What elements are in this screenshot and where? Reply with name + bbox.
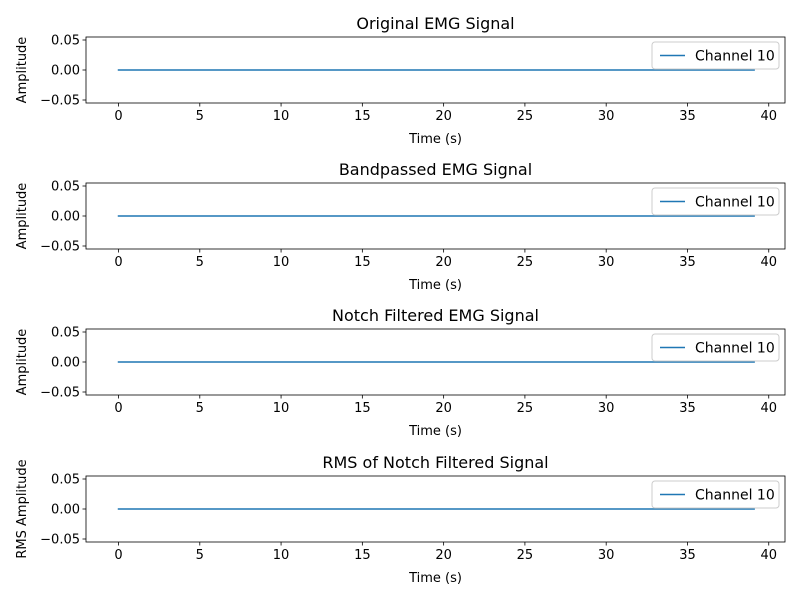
y-tick-label: −0.05 <box>40 94 80 109</box>
x-axis-label: Time (s) <box>408 132 462 147</box>
x-tick-label: 20 <box>435 548 452 563</box>
x-tick-label: 15 <box>354 548 371 563</box>
x-axis-label: Time (s) <box>408 571 462 586</box>
y-tick-label: 0.00 <box>51 64 80 79</box>
y-tick-label: −0.05 <box>40 386 80 401</box>
x-tick-label: 10 <box>273 401 290 416</box>
x-tick-label: 15 <box>354 109 371 124</box>
x-tick-label: 0 <box>114 401 122 416</box>
x-tick-label: 25 <box>517 255 534 270</box>
x-tick-label: 30 <box>598 109 615 124</box>
x-tick-label: 25 <box>517 109 534 124</box>
y-axis-label: Amplitude <box>15 183 30 250</box>
chart-panel-3: Notch Filtered EMG Signal 0 5 10 15 20 25 30 35 4… <box>15 306 786 439</box>
legend-label: Channel 10 <box>695 195 775 211</box>
legend: Channel 10 <box>651 480 780 509</box>
x-axis-label: Time (s) <box>408 424 462 439</box>
x-tick-label: 0 <box>114 109 122 124</box>
chart-panel-1: Original EMG Signal 0 5 10 15 20 25 30 35 40 −0.05… <box>15 14 786 147</box>
x-tick-label: 5 <box>196 548 204 563</box>
y-axis-label: Amplitude <box>15 37 30 104</box>
x-tick-label: 20 <box>435 109 452 124</box>
legend: Channel 10 <box>651 333 780 362</box>
x-tick-label: 35 <box>679 548 696 563</box>
legend-label: Channel 10 <box>695 341 775 357</box>
y-tick-label: 0.00 <box>51 503 80 518</box>
x-tick-label: 10 <box>273 109 290 124</box>
x-tick-label: 20 <box>435 255 452 270</box>
chart-title: Bandpassed EMG Signal <box>339 160 532 179</box>
x-tick-label: 35 <box>679 255 696 270</box>
x-tick-label: 35 <box>679 401 696 416</box>
y-tick-label: 0.05 <box>51 473 80 488</box>
chart-title: RMS of Notch Filtered Signal <box>322 453 548 472</box>
legend-box <box>651 333 780 362</box>
chart-panel-2: Bandpassed EMG Signal 0 5 10 15 20 25 30 35 40 −0.… <box>15 160 786 293</box>
x-tick-label: 10 <box>273 548 290 563</box>
x-tick-label: 30 <box>598 401 615 416</box>
x-tick-label: 5 <box>196 401 204 416</box>
x-tick-label: 30 <box>598 255 615 270</box>
x-tick-label: 5 <box>196 109 204 124</box>
y-tick-label: −0.05 <box>40 533 80 548</box>
y-tick-label: 0.00 <box>51 356 80 371</box>
x-tick-label: 20 <box>435 401 452 416</box>
y-tick-label: 0.00 <box>51 210 80 225</box>
legend-box <box>651 187 780 216</box>
x-tick-label: 0 <box>114 548 122 563</box>
legend: Channel 10 <box>651 41 780 70</box>
x-tick-label: 25 <box>517 401 534 416</box>
x-tick-label: 5 <box>196 255 204 270</box>
x-tick-label: 0 <box>114 255 122 270</box>
x-tick-label: 15 <box>354 401 371 416</box>
legend-box <box>651 480 780 509</box>
y-axis-label: Amplitude <box>15 329 30 396</box>
x-tick-label: 15 <box>354 255 371 270</box>
legend-box <box>651 41 780 70</box>
x-tick-label: 40 <box>760 401 777 416</box>
x-tick-label: 25 <box>517 548 534 563</box>
x-tick-label: 40 <box>760 109 777 124</box>
legend: Channel 10 <box>651 187 780 216</box>
x-tick-label: 40 <box>760 255 777 270</box>
x-tick-label: 40 <box>760 548 777 563</box>
y-tick-label: 0.05 <box>51 180 80 195</box>
y-tick-label: 0.05 <box>51 326 80 341</box>
chart-panel-4: RMS of Notch Filtered Signal 0 5 10 15 20 25 30… <box>15 453 786 586</box>
legend-label: Channel 10 <box>695 49 775 65</box>
x-tick-label: 35 <box>679 109 696 124</box>
legend-label: Channel 10 <box>695 488 775 504</box>
y-axis-label: RMS Amplitude <box>15 459 30 558</box>
y-tick-label: 0.05 <box>51 34 80 49</box>
y-tick-label: −0.05 <box>40 240 80 255</box>
chart-title: Notch Filtered EMG Signal <box>332 306 539 325</box>
x-axis-label: Time (s) <box>408 278 462 293</box>
x-tick-label: 10 <box>273 255 290 270</box>
x-tick-label: 30 <box>598 548 615 563</box>
chart-title: Original EMG Signal <box>356 14 514 33</box>
